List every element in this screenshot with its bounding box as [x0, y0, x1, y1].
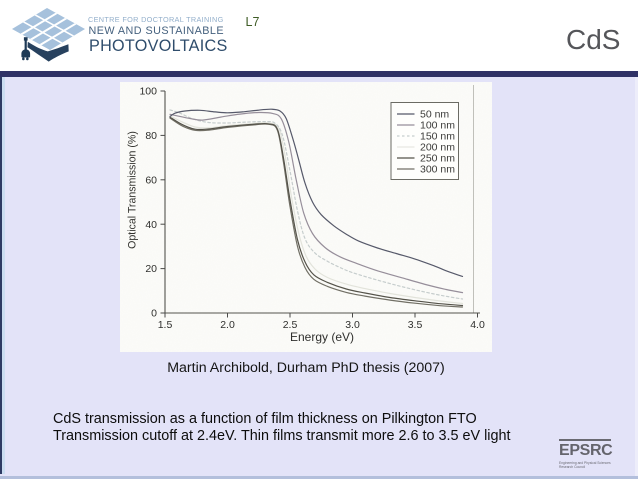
- svg-text:2.0: 2.0: [220, 319, 235, 331]
- svg-text:40: 40: [145, 219, 157, 231]
- svg-text:1.5: 1.5: [158, 319, 173, 331]
- svg-text:4.0: 4.0: [470, 319, 485, 331]
- svg-text:Optical Transmission (%): Optical Transmission (%): [127, 131, 139, 249]
- svg-text:3.0: 3.0: [345, 319, 360, 331]
- svg-text:3.5: 3.5: [408, 319, 423, 331]
- svg-text:100 nm: 100 nm: [420, 120, 455, 132]
- svg-text:200 nm: 200 nm: [420, 142, 455, 154]
- svg-text:150 nm: 150 nm: [420, 131, 455, 143]
- svg-text:Energy (eV): Energy (eV): [290, 330, 354, 344]
- svg-text:50 nm: 50 nm: [420, 109, 449, 121]
- svg-text:250 nm: 250 nm: [420, 153, 455, 165]
- svg-text:2.5: 2.5: [283, 319, 298, 331]
- svg-text:80: 80: [145, 130, 157, 142]
- svg-text:0: 0: [151, 308, 157, 320]
- svg-text:100: 100: [139, 86, 157, 98]
- svg-text:20: 20: [145, 263, 157, 275]
- svg-text:60: 60: [145, 174, 157, 186]
- svg-text:300 nm: 300 nm: [420, 164, 455, 176]
